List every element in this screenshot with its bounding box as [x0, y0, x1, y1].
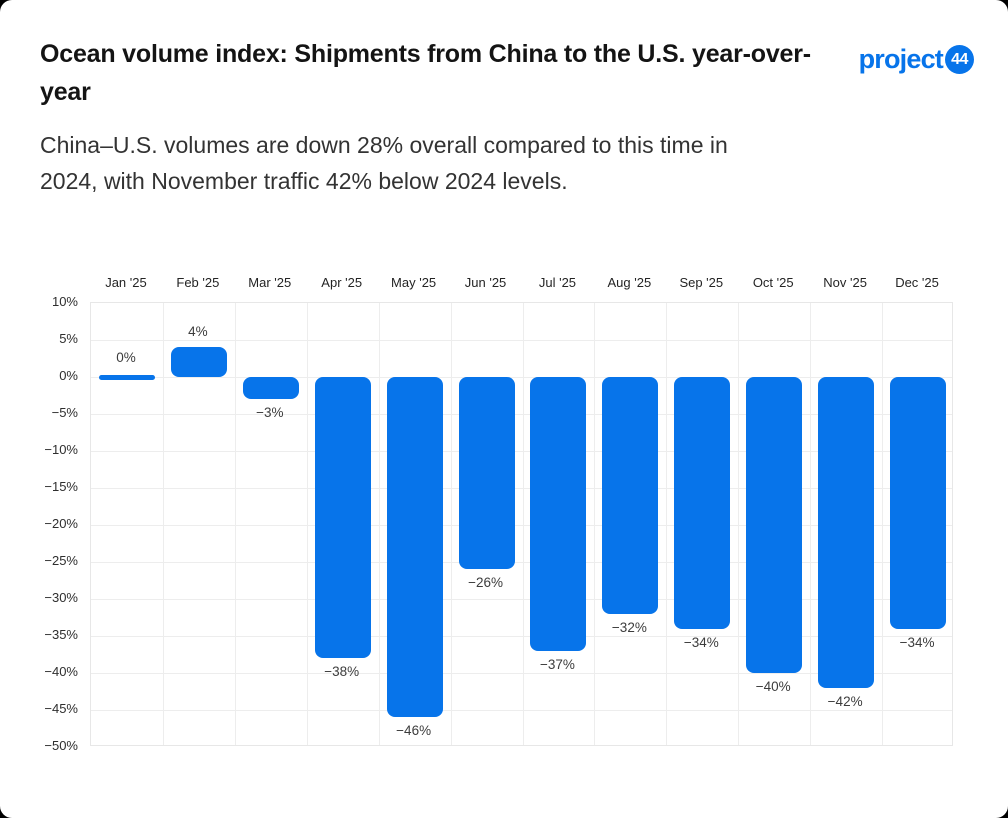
gridline-horizontal [91, 488, 952, 489]
page-title: Ocean volume index: Shipments from China… [40, 40, 811, 106]
gridline-horizontal [91, 377, 952, 378]
x-tick-label: Oct '25 [752, 275, 794, 290]
y-tick-label: −50% [44, 738, 78, 753]
gridline-vertical [451, 303, 452, 745]
gridline-vertical [307, 303, 308, 745]
bar [458, 377, 515, 570]
x-tick-label: May '25 [391, 275, 437, 290]
y-tick-label: −25% [44, 553, 78, 568]
gridline-horizontal [91, 525, 952, 526]
gridline-horizontal [91, 451, 952, 452]
gridline-vertical [235, 303, 236, 745]
x-tick-label: Mar '25 [248, 275, 292, 290]
bar [170, 347, 227, 377]
y-tick-label: 5% [59, 331, 78, 346]
bar-value-label: 4% [188, 324, 208, 340]
gridline-horizontal [91, 636, 952, 637]
x-tick-label: Sep '25 [679, 275, 724, 290]
y-tick-label: −30% [44, 590, 78, 605]
x-tick-label: Nov '25 [823, 275, 867, 290]
bar-value-label: −37% [540, 656, 575, 672]
gridline-vertical [810, 303, 811, 745]
bar [746, 377, 803, 673]
project44-logo-badge: 44 [945, 45, 974, 74]
bar [530, 377, 587, 651]
bar-value-label: −32% [611, 619, 647, 635]
bar [818, 377, 875, 688]
bar [242, 377, 299, 400]
bar-value-label: −40% [755, 679, 791, 694]
bar [386, 377, 443, 718]
bar [602, 377, 659, 614]
bar-value-label: −26% [468, 575, 503, 591]
gridline-horizontal [91, 414, 952, 415]
bar [98, 374, 155, 380]
bar-value-label: −34% [683, 634, 719, 650]
gridline-vertical [523, 303, 524, 745]
x-tick-label: Jul '25 [538, 275, 577, 290]
gridline-horizontal [91, 710, 952, 711]
x-tick-label: Jun '25 [464, 275, 507, 290]
bar-chart: 10% 5% 0% −5% −10% −15% −20% −25% −30% −35% −40% −4… [0, 260, 1008, 780]
gridline-vertical [882, 303, 883, 745]
y-tick-label: −15% [44, 479, 78, 494]
y-tick-label: −5% [51, 405, 78, 420]
y-tick-label: 0% [59, 368, 78, 383]
gridline-vertical [163, 303, 164, 745]
gridline-horizontal [91, 562, 952, 563]
x-tick-label: Jan '25 [105, 275, 147, 290]
page-subtitle: China–U.S. volumes are down 28% overall … [40, 132, 728, 194]
gridline-vertical [738, 303, 739, 745]
gridline-horizontal [91, 673, 952, 674]
bar [674, 377, 731, 629]
y-tick-label: −40% [44, 664, 78, 679]
x-tick-label: Feb '25 [176, 275, 220, 290]
bar [314, 377, 371, 659]
gridline-vertical [379, 303, 380, 745]
y-tick-label: −10% [44, 442, 78, 457]
bar [890, 377, 947, 629]
x-tick-label: Apr '25 [321, 275, 363, 290]
bar-value-label: −3% [256, 405, 284, 421]
project44-logo-text: project [858, 44, 944, 74]
bar-value-label: 0% [116, 350, 136, 365]
bar-value-label: −34% [899, 634, 935, 650]
bar-value-label: −38% [324, 664, 360, 680]
bar-value-label: −42% [827, 693, 863, 709]
gridline-horizontal [91, 340, 952, 341]
y-tick-label: 10% [51, 294, 78, 309]
y-tick-label: −45% [44, 701, 78, 716]
gridline-horizontal [91, 599, 952, 600]
y-tick-label: −20% [44, 516, 78, 531]
gridline-vertical [594, 303, 595, 745]
plot-area [90, 302, 953, 746]
x-tick-label: Dec '25 [895, 275, 939, 290]
x-tick-label: Aug '25 [607, 275, 652, 290]
gridline-vertical [666, 303, 667, 745]
project44-logo: project 44 [859, 44, 974, 75]
bar-value-label: −46% [396, 723, 432, 739]
y-tick-label: −35% [44, 627, 78, 642]
